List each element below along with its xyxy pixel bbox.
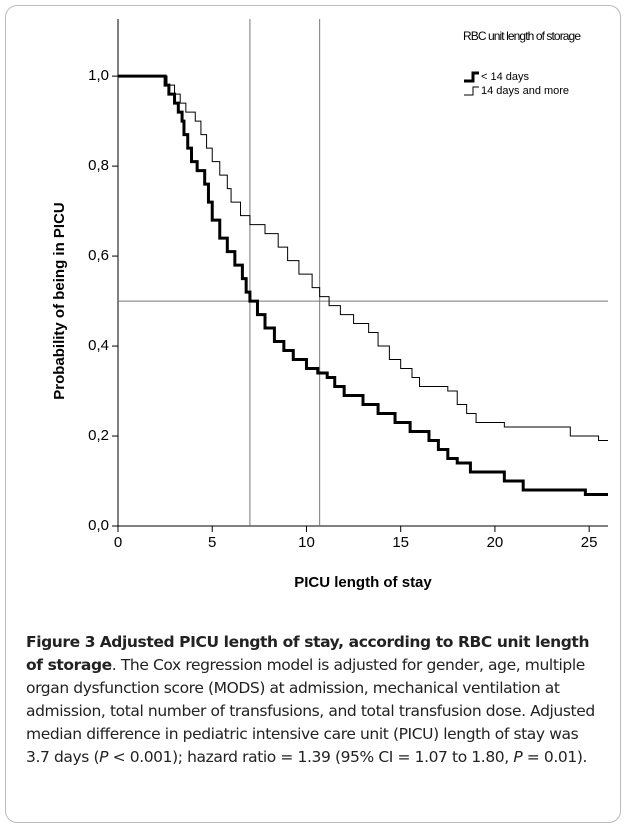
y-tick-label: 0,8 (88, 157, 109, 174)
caption-italic: P (99, 748, 109, 766)
y-tick-label: 1,0 (88, 67, 109, 84)
legend-swatch (464, 86, 479, 96)
y-axis-title: Probability of being in PICU (51, 202, 68, 400)
y-tick-label: 0,0 (88, 517, 109, 534)
legend-label: < 14 days (481, 71, 530, 83)
y-tick-label: 0,2 (88, 427, 109, 444)
x-tick-label: 10 (298, 534, 315, 551)
y-tick-label: 0,4 (88, 337, 109, 354)
x-tick-label: 15 (392, 534, 409, 551)
caption-title: Adjusted PICU length of stay, according … (26, 633, 590, 674)
x-tick-label: 25 (581, 534, 598, 551)
caption-label: Figure 3 (26, 633, 96, 651)
legend-label: 14 days and more (481, 85, 569, 97)
caption: Figure 3 Adjusted PICU length of stay, a… (26, 631, 606, 769)
legend-swatch (464, 71, 479, 83)
x-axis-title: PICU length of stay (294, 574, 432, 591)
figure-card: Probability of being in PICU PICU length… (5, 5, 621, 823)
y-tick-label: 0,6 (88, 247, 109, 264)
caption-italic: P (513, 748, 523, 766)
caption-text: < 0.001); hazard ratio = 1.39 (95% CI = … (108, 748, 514, 766)
x-tick-label: 20 (487, 534, 504, 551)
survival-curve (118, 74, 608, 497)
caption-text: = 0.01). (522, 748, 588, 766)
survival-curve (118, 75, 608, 442)
chart: Probability of being in PICU PICU length… (51, 19, 608, 591)
x-tick-label: 5 (208, 534, 216, 551)
legend-title: RBC unit length of storage (463, 29, 581, 43)
caption-text: . The Cox regression model is adjusted f… (26, 656, 595, 766)
x-tick-label: 0 (114, 534, 122, 551)
